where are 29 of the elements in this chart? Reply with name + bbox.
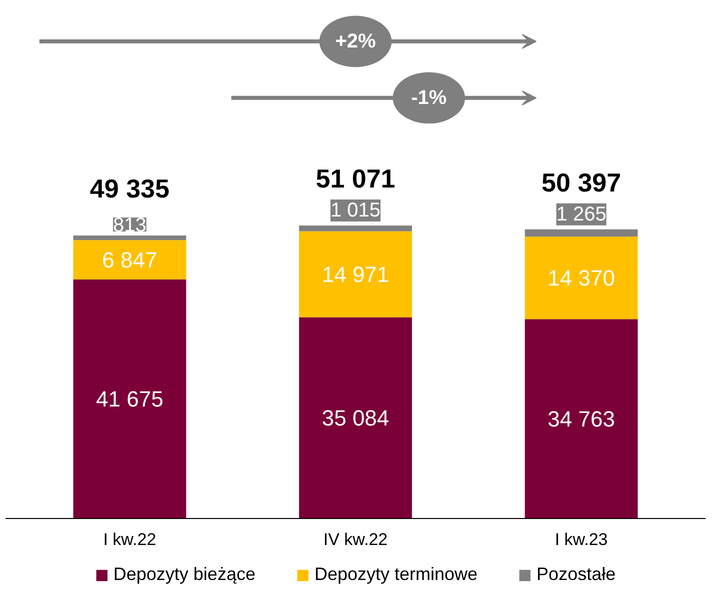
bar (524, 229, 638, 237)
data-label: 1 265 (556, 203, 606, 226)
data-label: 6 847 (102, 247, 158, 272)
legend-label: Pozostałe (536, 564, 616, 585)
total-label: 51 071 (316, 163, 396, 194)
text: +2% (335, 30, 376, 52)
bar (73, 240, 186, 280)
bar (299, 231, 412, 318)
bar (299, 225, 412, 232)
legend-label: Depozyty terminowe (314, 564, 478, 585)
bar (524, 319, 638, 519)
data-label: 14 971 (322, 262, 390, 287)
x-tick-label: I kw.22 (103, 530, 156, 549)
data-label: 41 675 (96, 386, 164, 412)
data-label: 1 015 (330, 199, 381, 222)
data-label: 813 (113, 214, 146, 236)
text: -1% (411, 86, 447, 109)
legend-label: Depozyty bieżące (113, 564, 256, 585)
bar (73, 279, 186, 519)
x-tick-label: I kw.23 (554, 530, 608, 549)
bar (73, 235, 186, 240)
bar (524, 236, 638, 320)
x-tick-label: IV kw.22 (323, 530, 388, 549)
bar (299, 317, 412, 519)
data-label: 34 763 (548, 406, 615, 432)
data-label: 35 084 (322, 406, 390, 431)
total-label: 49 335 (90, 173, 170, 204)
total-label: 50 397 (542, 167, 622, 198)
data-label: 14 370 (548, 265, 615, 290)
